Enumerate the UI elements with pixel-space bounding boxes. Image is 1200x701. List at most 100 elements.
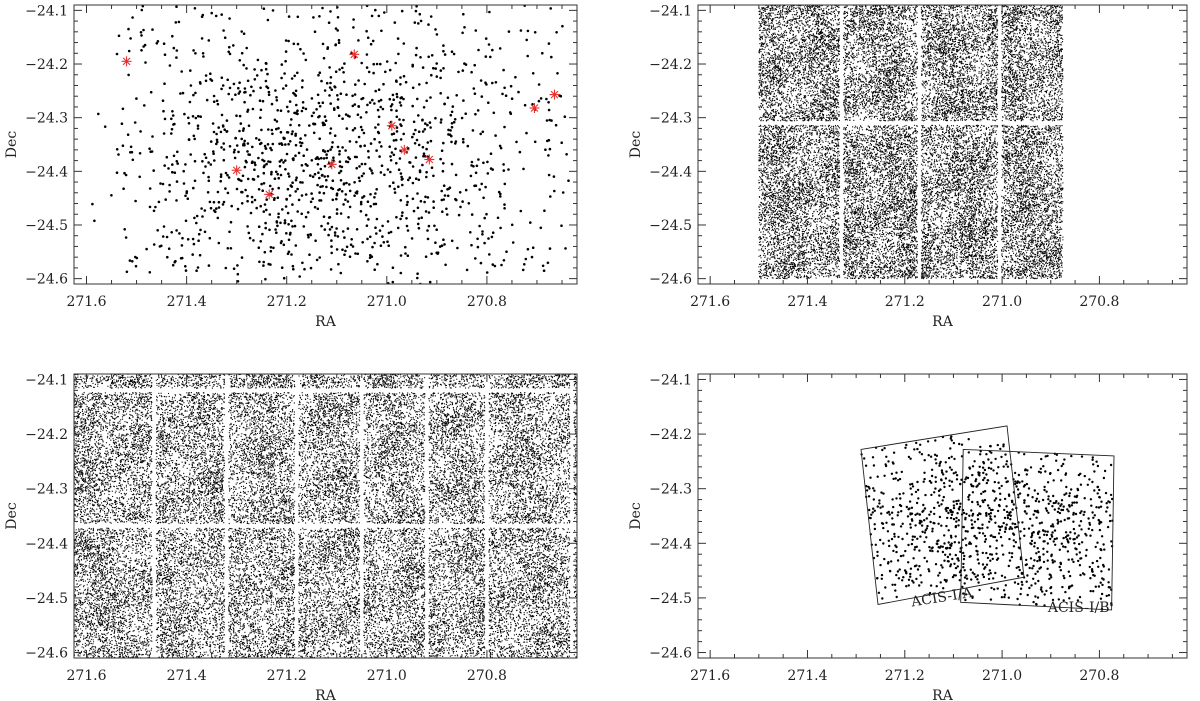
data-point — [959, 143, 960, 144]
data-point — [270, 250, 273, 253]
data-point — [397, 53, 400, 56]
data-point — [399, 83, 402, 86]
data-point — [215, 15, 218, 18]
data-point — [848, 181, 849, 182]
data-point — [327, 222, 330, 225]
data-point — [836, 234, 837, 235]
highlight-marker — [387, 121, 397, 131]
data-point — [473, 64, 476, 67]
data-point — [430, 140, 433, 143]
data-point — [477, 109, 480, 112]
data-point — [777, 169, 778, 170]
data-point — [483, 242, 486, 245]
data-point — [839, 111, 840, 112]
data-point — [885, 165, 886, 166]
data-point — [281, 208, 284, 211]
data-point — [775, 102, 776, 103]
data-point — [1061, 117, 1062, 118]
data-point — [965, 142, 966, 143]
data-point — [771, 34, 772, 35]
data-point — [290, 220, 293, 223]
data-point — [224, 36, 227, 39]
data-point — [802, 240, 803, 241]
data-point — [776, 36, 777, 37]
data-point — [412, 165, 415, 168]
data-point — [864, 215, 865, 216]
data-point — [450, 141, 453, 144]
data-point — [781, 94, 782, 95]
data-point — [373, 102, 376, 105]
data-point — [1029, 215, 1030, 216]
data-point — [519, 151, 522, 154]
data-point — [1024, 126, 1025, 127]
data-point — [301, 262, 304, 265]
data-point — [875, 109, 876, 110]
data-point — [213, 100, 216, 103]
data-point — [1006, 248, 1007, 249]
data-point — [400, 199, 403, 202]
data-point — [421, 119, 424, 122]
data-point — [1054, 153, 1055, 154]
data-point — [418, 83, 421, 86]
data-point — [367, 156, 370, 159]
data-point — [873, 38, 874, 39]
data-point — [298, 124, 301, 127]
data-point — [307, 234, 310, 237]
data-point — [1022, 214, 1023, 215]
data-point — [336, 248, 339, 251]
data-point — [323, 123, 326, 126]
data-point — [763, 274, 764, 275]
data-point — [462, 99, 465, 102]
data-point — [440, 69, 443, 72]
data-point — [1010, 236, 1011, 237]
data-point — [912, 222, 913, 223]
data-point — [479, 133, 482, 136]
data-point — [217, 103, 220, 106]
data-point — [362, 172, 365, 175]
data-point — [794, 99, 795, 100]
data-point — [188, 139, 191, 142]
data-point — [995, 85, 996, 86]
data-point — [813, 11, 814, 12]
data-point — [763, 255, 764, 256]
data-point — [207, 191, 210, 194]
data-point — [241, 256, 244, 259]
data-point — [945, 252, 946, 253]
data-point — [268, 229, 271, 232]
data-point — [1019, 108, 1020, 109]
data-point — [761, 270, 762, 271]
data-point — [379, 229, 382, 232]
data-point — [857, 237, 858, 238]
data-point — [126, 271, 129, 274]
data-point — [898, 137, 899, 138]
data-point — [1062, 210, 1063, 211]
data-point — [961, 225, 962, 226]
data-point — [247, 80, 250, 83]
data-point — [369, 193, 372, 196]
data-point — [318, 102, 321, 105]
data-point — [836, 183, 837, 184]
data-point — [1040, 238, 1041, 239]
data-point — [1001, 164, 1002, 165]
data-point — [333, 107, 336, 110]
data-point — [314, 239, 317, 242]
data-point — [955, 167, 956, 168]
data-point — [945, 278, 946, 279]
data-point — [871, 79, 872, 80]
data-point — [770, 187, 771, 188]
data-point — [995, 44, 996, 45]
data-point — [879, 238, 880, 239]
data-point — [896, 174, 897, 175]
data-point — [265, 80, 268, 83]
data-point — [334, 44, 337, 47]
data-point — [1027, 74, 1028, 75]
data-point — [430, 74, 433, 77]
data-point — [409, 176, 412, 179]
data-point — [421, 164, 424, 167]
data-point — [1059, 267, 1060, 268]
data-point — [184, 265, 187, 268]
data-point — [143, 104, 146, 107]
data-point — [982, 117, 983, 118]
data-point — [867, 61, 868, 62]
data-point — [297, 15, 300, 18]
